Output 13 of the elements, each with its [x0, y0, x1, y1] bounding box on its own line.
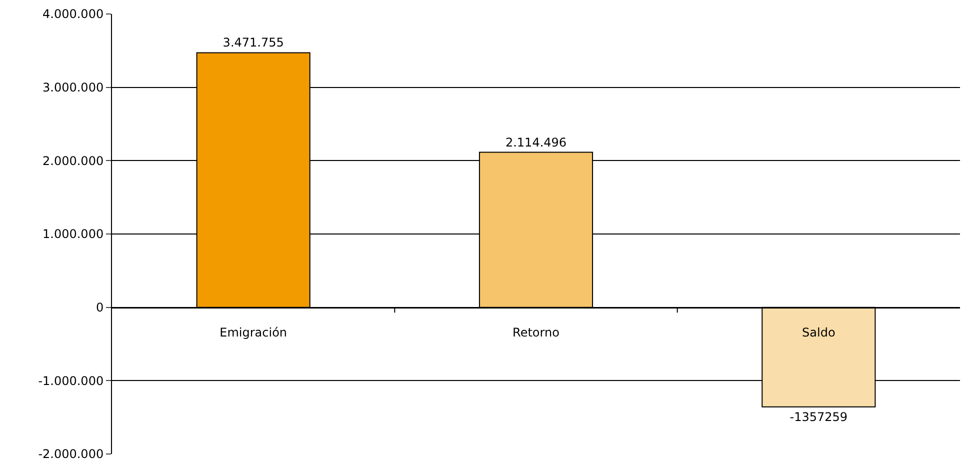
x-tick-label: Saldo [802, 326, 836, 340]
x-tick-label: Retorno [512, 326, 560, 340]
y-tick-label: -1.000.000 [38, 374, 104, 388]
data-label: 3.471.755 [222, 36, 284, 50]
y-tick-label: 2.000.000 [42, 154, 104, 168]
y-tick-label: 3.000.000 [42, 80, 104, 95]
y-tick-label: 0 [96, 300, 104, 315]
y-tick-label: 1.000.000 [42, 227, 104, 242]
data-label: 2.114.496 [505, 135, 567, 150]
y-tick-label: 4.000.000 [42, 7, 104, 22]
y-tick-label: -2.000.000 [38, 447, 104, 462]
x-tick-label: Emigración [220, 326, 288, 340]
data-label: -1357259 [790, 410, 848, 424]
